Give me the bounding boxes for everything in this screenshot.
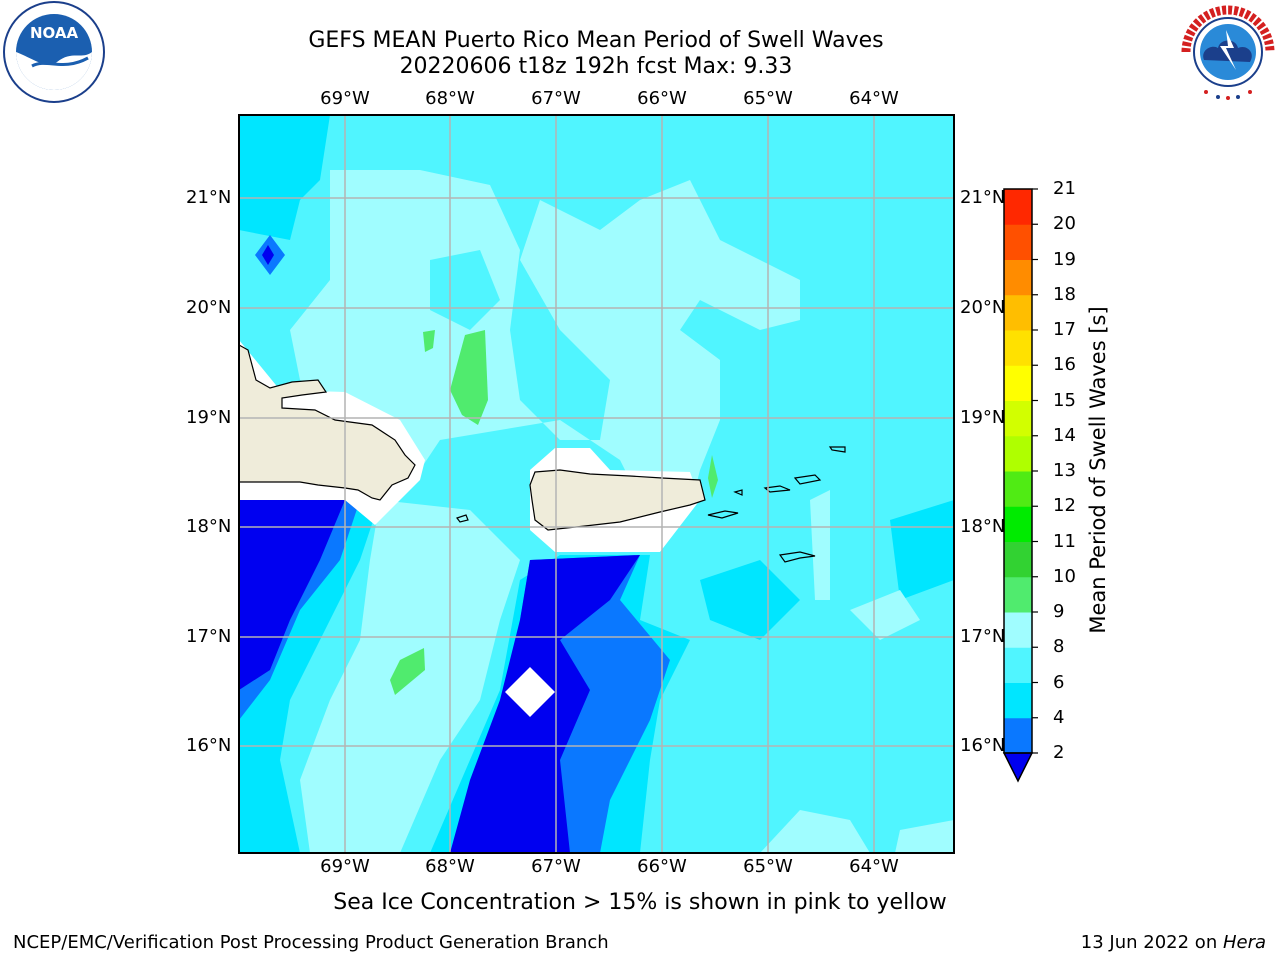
lat-label-right: 17°N bbox=[960, 626, 1006, 647]
colorbar-tick-label: 10 bbox=[1053, 565, 1076, 587]
land-hispaniola bbox=[239, 344, 416, 501]
lat-label-right: 16°N bbox=[960, 735, 1006, 756]
footer-date: 13 Jun 2022 on Hera bbox=[1081, 932, 1266, 953]
colorbar-tick-label: 16 bbox=[1053, 354, 1076, 376]
colorbar-segment bbox=[1004, 471, 1032, 507]
field-9-10s-east bbox=[708, 455, 718, 498]
lon-label-bottom: 65°W bbox=[743, 856, 793, 877]
land-tortola bbox=[793, 474, 822, 485]
lon-label-bottom: 69°W bbox=[320, 856, 370, 877]
colorbar-tick-label: 18 bbox=[1053, 283, 1076, 305]
colorbar-tick-label: 21 bbox=[1053, 178, 1076, 199]
field-9-10s-south bbox=[390, 648, 425, 695]
field-9-10s-small bbox=[423, 330, 435, 352]
nws-logo-icon bbox=[1178, 2, 1278, 102]
field-9-10s-north bbox=[450, 330, 488, 425]
lat-label-left: 16°N bbox=[186, 735, 232, 756]
lon-label-top: 65°W bbox=[743, 88, 793, 109]
lon-label-bottom: 67°W bbox=[531, 856, 581, 877]
lon-label-top: 68°W bbox=[425, 88, 475, 109]
sea-ice-note-text: Sea Ice Concentration > 15% is shown in … bbox=[333, 890, 947, 915]
graticule bbox=[239, 115, 954, 853]
colorbar-tick-label: 11 bbox=[1053, 530, 1076, 552]
colorbar-tick-label: 20 bbox=[1053, 213, 1076, 235]
colorbar-segment bbox=[1004, 717, 1032, 754]
colorbar-tick-label: 2 bbox=[1053, 742, 1065, 763]
lat-label-left: 19°N bbox=[186, 407, 232, 428]
map-frame bbox=[238, 114, 955, 854]
colorbar-segment bbox=[1004, 189, 1032, 225]
land-st-croix bbox=[778, 551, 816, 563]
field-4-6s-e bbox=[890, 500, 954, 600]
lat-label-left: 20°N bbox=[186, 297, 232, 318]
lat-label-left: 21°N bbox=[186, 187, 232, 208]
lon-label-bottom: 64°W bbox=[849, 856, 899, 877]
footer-credit: NCEP/EMC/Verification Post Processing Pr… bbox=[13, 932, 609, 953]
field-8-9s-north bbox=[290, 170, 800, 540]
field-8-9s-se bbox=[895, 820, 954, 853]
field-under-2s-west bbox=[239, 500, 345, 690]
colorbar-segment bbox=[1004, 294, 1032, 331]
field-8-9s-east bbox=[810, 490, 830, 600]
noaa-logo-icon: NOAA bbox=[3, 1, 105, 103]
footer-date-text: 13 Jun 2022 on bbox=[1080, 932, 1223, 953]
colorbar-segment bbox=[1004, 506, 1032, 542]
lat-label-right: 20°N bbox=[960, 297, 1006, 318]
colorbar-segment bbox=[1004, 259, 1032, 296]
land-vieques bbox=[707, 510, 739, 519]
land-mona bbox=[456, 514, 469, 523]
colorbar-tick-label: 15 bbox=[1053, 389, 1076, 411]
field-8-9s-south bbox=[760, 810, 870, 853]
land-culebra bbox=[733, 489, 743, 496]
footer-host: Hera bbox=[1222, 932, 1266, 953]
lat-label-left: 17°N bbox=[186, 626, 232, 647]
colorbar-segment bbox=[1004, 400, 1032, 437]
lon-label-top: 67°W bbox=[531, 88, 581, 109]
colorbar-segment bbox=[1004, 435, 1032, 472]
map-title: GEFS MEAN Puerto Rico Mean Period of Swe… bbox=[308, 28, 884, 53]
field-4-6s-c bbox=[700, 560, 800, 640]
lat-label-right: 18°N bbox=[960, 516, 1006, 537]
colorbar-tick-label: 8 bbox=[1053, 636, 1065, 658]
field-under-2s-nw bbox=[262, 245, 274, 265]
lat-label-left: 18°N bbox=[186, 516, 232, 537]
colorbar-under-arrow bbox=[1002, 752, 1034, 783]
noaa-logo-text: NOAA bbox=[30, 24, 79, 42]
field-4-6s-nw bbox=[239, 115, 330, 240]
colorbar-segment bbox=[1004, 541, 1032, 578]
field-under-2s-south bbox=[450, 555, 640, 853]
colorbar-tick-label: 4 bbox=[1053, 706, 1065, 728]
lon-label-bottom: 66°W bbox=[637, 856, 687, 877]
lon-label-top: 64°W bbox=[849, 88, 899, 109]
lat-label-right: 21°N bbox=[960, 187, 1006, 208]
sea-ice-note: Sea Ice Concentration > 15% is shown in … bbox=[0, 890, 1280, 915]
colorbar-segment bbox=[1004, 682, 1032, 719]
colorbar-segment bbox=[1004, 576, 1032, 613]
colorbar-tick-label: 12 bbox=[1053, 495, 1076, 517]
map-subtitle: 20220606 t18z 192h fcst Max: 9.33 bbox=[399, 54, 793, 79]
colorbar-tick-label: 6 bbox=[1053, 671, 1065, 693]
colorbar-segment bbox=[1004, 365, 1032, 401]
colorbar-segment bbox=[1004, 224, 1032, 260]
colorbar-tick-label: 17 bbox=[1053, 319, 1076, 340]
lon-label-bottom: 68°W bbox=[425, 856, 475, 877]
masked-point bbox=[505, 667, 555, 717]
colorbar-tick-label: 19 bbox=[1053, 248, 1076, 270]
colorbar-title: Mean Period of Swell Waves [s] bbox=[1086, 306, 1110, 634]
colorbar-tick-label: 9 bbox=[1053, 601, 1065, 622]
colorbar-tick-label: 14 bbox=[1053, 424, 1076, 446]
colorbar-segment bbox=[1004, 330, 1032, 366]
lon-label-top: 66°W bbox=[637, 88, 687, 109]
colorbar-segment bbox=[1004, 612, 1032, 648]
land-anegada bbox=[828, 446, 846, 453]
field-layer bbox=[239, 115, 954, 853]
lat-label-right: 19°N bbox=[960, 407, 1006, 428]
colorbar-segment bbox=[1004, 647, 1032, 683]
lon-label-top: 69°W bbox=[320, 88, 370, 109]
field-8-9s-east2 bbox=[850, 590, 920, 640]
field-6-8s-patch bbox=[430, 250, 500, 330]
colorbar-tick-label: 13 bbox=[1053, 460, 1076, 481]
